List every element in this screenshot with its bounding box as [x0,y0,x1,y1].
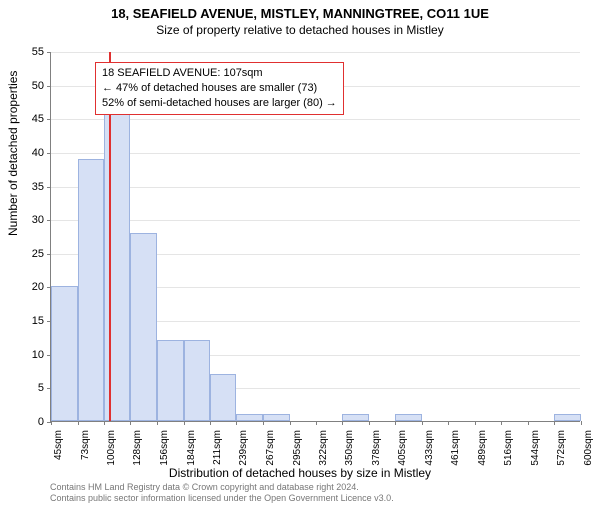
x-tick [290,421,291,425]
x-tick [342,421,343,425]
footer-line-1: Contains HM Land Registry data © Crown c… [50,482,394,493]
x-tick [104,421,105,425]
footer-line-2: Contains public sector information licen… [50,493,394,504]
y-tick-label: 15 [32,315,44,327]
y-tick-label: 10 [32,349,44,361]
y-tick [47,52,51,53]
y-tick-label: 40 [32,147,44,159]
bar [51,286,78,421]
y-tick-label: 5 [38,382,44,394]
x-tick [501,421,502,425]
x-tick [184,421,185,425]
bar [210,374,237,421]
x-tick [369,421,370,425]
gridline [51,119,580,120]
bar [157,340,184,421]
y-tick [47,86,51,87]
bar [263,414,290,421]
x-tick [475,421,476,425]
gridline [51,52,580,53]
bar [342,414,369,421]
y-tick-label: 20 [32,281,44,293]
bar [130,233,157,421]
annotation-box: 18 SEAFIELD AVENUE: 107sqm← 47% of detac… [95,62,344,115]
title-main: 18, SEAFIELD AVENUE, MISTLEY, MANNINGTRE… [0,6,600,21]
y-tick [47,187,51,188]
bar [78,159,104,421]
title-sub: Size of property relative to detached ho… [0,23,600,37]
x-axis-title: Distribution of detached houses by size … [0,466,600,480]
annotation-line: 52% of semi-detached houses are larger (… [102,96,337,111]
y-tick-label: 55 [32,46,44,58]
bar [236,414,263,421]
y-tick-label: 25 [32,248,44,260]
annotation-line: 18 SEAFIELD AVENUE: 107sqm [102,66,337,81]
chart: 051015202530354045505545sqm73sqm100sqm12… [50,52,580,422]
y-tick [47,153,51,154]
bar [184,340,210,421]
y-tick [47,254,51,255]
footer: Contains HM Land Registry data © Crown c… [50,482,394,504]
bar [104,78,131,421]
y-tick [47,119,51,120]
x-tick [554,421,555,425]
x-tick [422,421,423,425]
x-tick [51,421,52,425]
y-tick [47,220,51,221]
plot-area: 051015202530354045505545sqm73sqm100sqm12… [50,52,580,422]
y-tick-label: 50 [32,80,44,92]
x-tick [448,421,449,425]
y-tick-label: 35 [32,181,44,193]
x-tick [395,421,396,425]
x-tick [263,421,264,425]
gridline [51,220,580,221]
bar [554,414,581,421]
x-tick [236,421,237,425]
y-tick-label: 0 [38,416,44,428]
y-tick-label: 45 [32,113,44,125]
x-tick [581,421,582,425]
bar [395,414,422,421]
gridline [51,187,580,188]
x-tick [316,421,317,425]
x-tick [157,421,158,425]
x-tick [130,421,131,425]
x-tick [78,421,79,425]
gridline [51,153,580,154]
y-tick-label: 30 [32,214,44,226]
x-tick [528,421,529,425]
y-axis-title: Number of detached properties [6,71,20,236]
annotation-line: ← 47% of detached houses are smaller (73… [102,81,337,96]
x-tick [210,421,211,425]
